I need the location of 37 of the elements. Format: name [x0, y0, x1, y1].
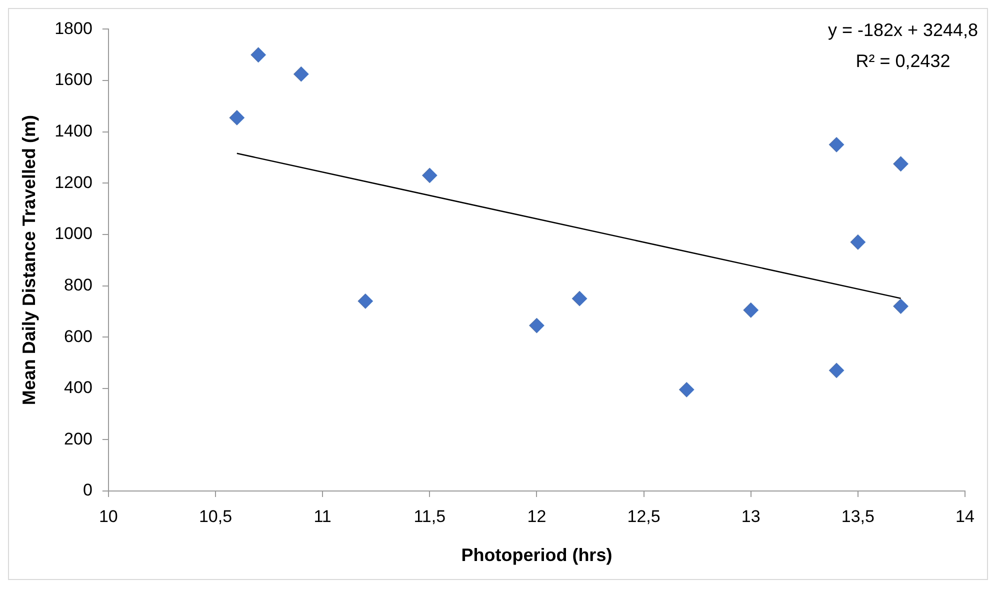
annotation: R² = 0,2432: [856, 51, 950, 72]
x-tick-label: 14: [956, 506, 974, 526]
x-tick-label: 11: [314, 506, 332, 526]
point: [893, 298, 908, 314]
y-axis-title: Mean Daily Distance Travelled (m): [18, 115, 39, 406]
point: [358, 294, 373, 309]
x-tick-label: 10: [98, 506, 118, 526]
y-tick-label: 1200: [54, 172, 92, 192]
point: [229, 110, 244, 126]
point: [572, 291, 588, 306]
point: [250, 47, 266, 62]
y-tick-label: 1800: [54, 18, 92, 38]
point: [850, 234, 866, 250]
y-tick-label: 800: [64, 275, 92, 294]
y-tick-label: 0: [82, 480, 92, 500]
x-tick-label: 12,5: [627, 506, 660, 526]
y-tick-label: 1600: [54, 70, 92, 90]
y-tick-label: 400: [64, 378, 92, 398]
y-tick-label: 600: [64, 326, 92, 346]
y-tick-label: 200: [64, 429, 92, 448]
y-tick-label: 1400: [54, 122, 92, 141]
x-tick-label: 13: [741, 506, 760, 526]
point: [829, 362, 844, 378]
point: [893, 156, 908, 172]
y-tick-label: 1000: [54, 224, 92, 244]
annotation: y = -182x + 3244,8: [828, 20, 978, 40]
x-tick-label: 13,5: [841, 506, 874, 526]
point: [422, 168, 438, 183]
x-tick-label: 12: [527, 506, 546, 526]
x-axis-title: Photoperiod (hrs): [461, 545, 612, 566]
point: [294, 66, 309, 82]
point: [743, 302, 758, 318]
point: [679, 382, 694, 398]
point: [529, 318, 544, 334]
point: [829, 137, 844, 152]
x-tick-label: 11,5: [414, 506, 446, 526]
x-tick-label: 10,5: [198, 506, 232, 526]
